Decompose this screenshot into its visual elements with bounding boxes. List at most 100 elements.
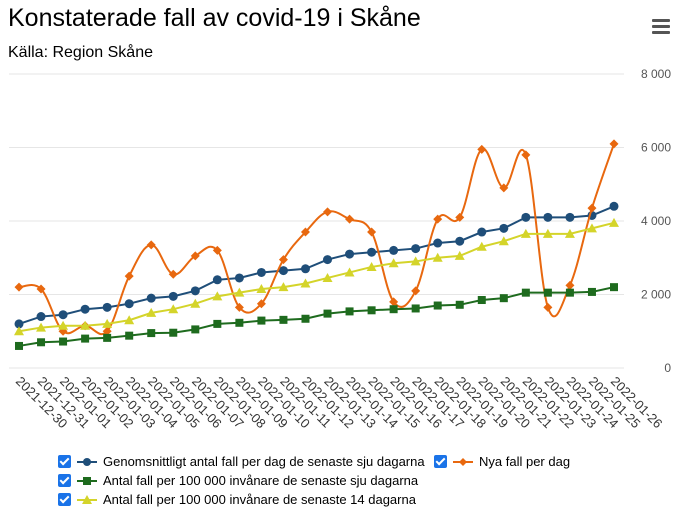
- data-point: [455, 212, 465, 222]
- data-point: [323, 207, 333, 217]
- data-point: [278, 255, 288, 265]
- data-point: [36, 312, 46, 322]
- data-point: [433, 214, 443, 224]
- data-point: [388, 258, 399, 268]
- data-point: [587, 287, 596, 296]
- data-point: [191, 325, 200, 334]
- checkbox-icon[interactable]: [58, 493, 71, 506]
- data-point: [565, 280, 575, 290]
- data-point: [521, 212, 531, 222]
- legend-label: Genomsnittligt antal fall per dag de sen…: [103, 454, 425, 469]
- data-point: [168, 269, 178, 279]
- chart-subtitle: Källa: Region Skåne: [8, 44, 153, 61]
- data-point: [279, 315, 288, 324]
- data-point: [234, 302, 244, 312]
- series-line: [18, 286, 615, 347]
- chart-title: Konstaterade fall av covid-19 i Skåne: [8, 4, 421, 32]
- legend-label: Nya fall per dag: [479, 454, 571, 469]
- data-point: [499, 183, 509, 193]
- diamond-marker-icon: [453, 457, 473, 466]
- data-point: [609, 201, 619, 211]
- data-point: [212, 291, 223, 301]
- data-point: [543, 212, 553, 222]
- data-point: [345, 214, 355, 224]
- data-point: [499, 294, 508, 303]
- data-point: [14, 319, 24, 329]
- data-point: [58, 310, 68, 320]
- data-point: [37, 338, 46, 347]
- data-point: [146, 307, 157, 317]
- data-point: [344, 267, 355, 277]
- data-point: [80, 304, 90, 314]
- data-point: [565, 288, 574, 297]
- data-point: [102, 302, 112, 312]
- data-point: [433, 238, 443, 248]
- square-marker-icon: [77, 476, 97, 485]
- data-point: [124, 271, 134, 281]
- data-point: [59, 337, 68, 346]
- data-point: [124, 315, 135, 325]
- data-point: [477, 144, 487, 154]
- data-point: [389, 297, 399, 307]
- legend-item-per-100000-seven-days[interactable]: Antal fall per 100 000 invånare de senas…: [58, 473, 418, 488]
- data-point: [190, 286, 200, 296]
- data-point: [36, 322, 47, 332]
- data-point: [411, 286, 421, 296]
- data-point: [345, 307, 354, 316]
- data-point: [543, 302, 553, 312]
- checkbox-icon[interactable]: [58, 474, 71, 487]
- data-point: [345, 249, 355, 259]
- data-point: [323, 309, 332, 318]
- legend-item-new-cases-per-day[interactable]: Nya fall per dag: [434, 454, 570, 469]
- data-point: [212, 245, 222, 255]
- data-point: [234, 287, 245, 297]
- data-point: [564, 228, 575, 238]
- data-point: [521, 288, 530, 297]
- data-point: [102, 326, 112, 336]
- checkbox-icon[interactable]: [58, 455, 71, 468]
- y-tick-label: 4 000: [641, 214, 671, 228]
- data-point: [454, 250, 465, 260]
- data-point: [36, 284, 46, 294]
- checkbox-icon[interactable]: [434, 455, 447, 468]
- data-point: [168, 291, 178, 301]
- data-point: [410, 256, 421, 266]
- data-point: [455, 236, 465, 246]
- data-point: [389, 305, 398, 314]
- data-point: [609, 139, 619, 149]
- data-point: [367, 247, 377, 257]
- data-point: [256, 283, 267, 293]
- legend-label: Antal fall per 100 000 invånare de senas…: [103, 473, 419, 488]
- data-point: [389, 245, 399, 255]
- data-point: [300, 278, 311, 288]
- y-tick-label: 0: [664, 361, 671, 375]
- data-point: [80, 320, 91, 330]
- data-point: [367, 227, 377, 237]
- data-point: [15, 341, 23, 350]
- data-point: [477, 227, 487, 237]
- data-point: [367, 306, 376, 315]
- data-point: [477, 296, 486, 305]
- data-point: [146, 293, 156, 303]
- legend-item-per-100000-fourteen-days[interactable]: Antal fall per 100 000 invånare de senas…: [58, 492, 416, 507]
- legend-item-average-seven-days[interactable]: Genomsnittligt antal fall per dag de sen…: [58, 454, 425, 469]
- hamburger-menu-icon[interactable]: [648, 16, 674, 38]
- y-tick-label: 2 000: [641, 288, 671, 302]
- data-point: [102, 318, 113, 328]
- data-point: [300, 264, 310, 274]
- data-point: [366, 261, 377, 271]
- data-point: [278, 266, 288, 276]
- data-point: [432, 252, 443, 262]
- data-point: [14, 282, 24, 292]
- data-point: [234, 273, 244, 283]
- data-point: [124, 299, 134, 309]
- data-point: [190, 298, 201, 308]
- data-point: [58, 320, 69, 330]
- data-point: [455, 300, 464, 309]
- data-point: [543, 288, 552, 297]
- data-point: [212, 275, 222, 285]
- data-point: [323, 255, 333, 265]
- data-point: [476, 241, 487, 251]
- circle-marker-icon: [77, 457, 97, 466]
